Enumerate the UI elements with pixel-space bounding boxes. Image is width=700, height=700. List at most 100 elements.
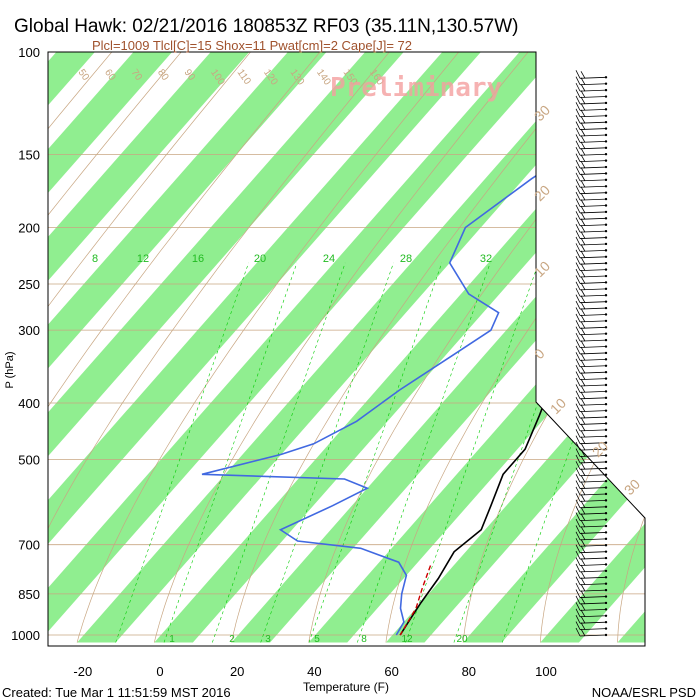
wind-barb — [579, 83, 607, 86]
wind-barb — [604, 582, 608, 585]
wind-barb — [604, 294, 608, 297]
wind-barb — [580, 180, 586, 188]
wind-barb — [579, 288, 607, 291]
y-tick-label: 300 — [18, 323, 40, 338]
wind-barb — [575, 371, 581, 380]
mixing-ratio-line — [260, 262, 394, 643]
wind-barb — [604, 620, 608, 624]
wind-barb — [604, 383, 608, 387]
wind-barb — [580, 558, 586, 566]
wind-barb — [575, 582, 581, 592]
wind-barb — [604, 614, 608, 617]
wind-barb — [579, 512, 607, 515]
wind-barb — [604, 633, 608, 637]
wind-barb — [579, 198, 607, 201]
wind-barb — [580, 263, 586, 271]
wind-barb — [579, 410, 607, 413]
wind-barb — [604, 409, 608, 412]
wind-barb — [575, 499, 581, 508]
wind-barb — [604, 229, 608, 233]
mixing-ratio-label: 1 — [169, 634, 175, 645]
wind-barb — [604, 595, 608, 598]
wind-barb — [579, 269, 607, 272]
wind-barb — [580, 583, 586, 592]
wind-barb — [604, 415, 608, 419]
wind-barb — [604, 396, 608, 400]
wind-barb — [580, 103, 586, 111]
wind-barb — [579, 147, 607, 150]
wind-barb — [575, 390, 581, 399]
wind-barb — [575, 102, 581, 111]
wind-barb — [580, 590, 586, 598]
wind-barb — [604, 242, 608, 246]
wind-barb — [604, 236, 608, 239]
temperature-line — [399, 82, 645, 636]
wind-barb — [579, 525, 607, 528]
wind-barb — [579, 589, 607, 592]
wind-barb — [575, 538, 581, 547]
wind-barb — [604, 537, 608, 541]
wind-barb — [580, 442, 586, 451]
wind-barb — [575, 313, 581, 323]
wind-barb — [604, 185, 608, 188]
wind-barb — [575, 172, 581, 182]
wind-barb — [604, 249, 608, 252]
wind-barb — [579, 365, 607, 368]
wind-barb — [604, 223, 608, 226]
wind-barb — [579, 307, 607, 310]
wind-barb — [580, 423, 586, 432]
wind-barb — [575, 140, 581, 149]
wind-barb — [580, 218, 586, 226]
wind-barb — [580, 83, 586, 92]
wind-barb — [604, 563, 608, 566]
wind-barb — [579, 596, 607, 598]
wind-barb — [579, 262, 607, 265]
wind-barb — [580, 359, 586, 367]
wind-barb — [579, 320, 607, 323]
wind-barb — [580, 301, 586, 310]
wind-barb — [579, 160, 607, 163]
wind-barb — [575, 281, 581, 291]
wind-barb — [575, 70, 581, 79]
wind-barb — [579, 532, 607, 534]
wind-barb — [579, 115, 607, 118]
y-tick-label: 100 — [18, 45, 40, 60]
wind-barb — [575, 384, 581, 393]
wind-barb — [604, 262, 608, 265]
mixing-ratio-label: 12 — [137, 253, 149, 265]
chart-title: Global Hawk: 02/21/2016 180853Z RF03 (35… — [14, 16, 519, 37]
wind-barb — [580, 372, 586, 380]
wind-barb — [580, 417, 586, 425]
wind-barb — [604, 178, 608, 182]
y-tick-label: 150 — [18, 148, 40, 163]
wind-barb — [580, 430, 586, 438]
wind-barb — [604, 608, 608, 611]
wind-barb — [580, 346, 586, 355]
wind-barb — [575, 288, 581, 297]
wind-barb — [579, 487, 607, 489]
wind-barb — [580, 603, 586, 611]
wind-barb — [579, 128, 607, 130]
mixing-ratio-label: 28 — [400, 253, 412, 265]
temp-label-right: 10 — [547, 395, 569, 417]
wind-barb — [580, 212, 586, 220]
isotherm-band — [463, 52, 645, 643]
wind-barb — [575, 300, 581, 310]
wind-barb — [575, 82, 581, 92]
wind-barb — [575, 627, 581, 637]
wind-barb — [580, 596, 586, 605]
wind-barb — [575, 512, 581, 521]
wind-barb — [575, 422, 581, 432]
wind-barb — [604, 95, 608, 98]
wind-barb — [604, 217, 608, 220]
wind-barb — [579, 416, 607, 419]
wind-barb — [579, 576, 607, 579]
wind-barb — [579, 192, 607, 195]
wind-barb — [575, 121, 581, 130]
wind-barb — [604, 512, 608, 515]
x-tick-label: 80 — [462, 664, 476, 679]
wind-barb — [579, 493, 607, 496]
wind-barb — [604, 627, 608, 630]
wind-barb — [575, 435, 581, 444]
wind-barb — [604, 569, 608, 573]
